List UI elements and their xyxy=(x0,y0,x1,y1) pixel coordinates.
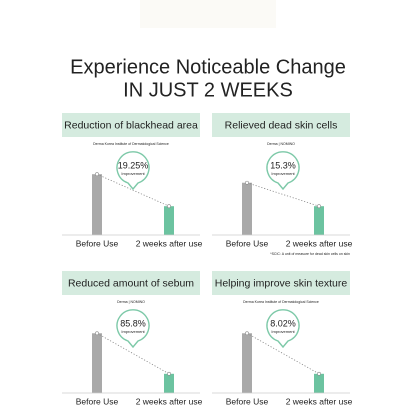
chart-panel: Relieved dead skin cells Derma | NOMINO Be… xyxy=(212,113,353,256)
bar-top-dot xyxy=(245,180,249,185)
page-subtitle: IN JUST 2 WEEKS xyxy=(123,79,293,101)
panel-title: Helping improve skin texture xyxy=(215,277,348,289)
page-title: Experience Noticeable Change xyxy=(70,56,346,78)
panel-title: Relieved dead skin cells xyxy=(225,119,338,131)
source-note: Derma | NOMINO xyxy=(267,142,295,146)
trend-line xyxy=(246,182,320,207)
bar xyxy=(314,206,324,235)
x-tick-label: Before Use xyxy=(226,396,269,406)
bar-top-dot xyxy=(95,331,99,336)
bar-top-dot xyxy=(245,331,249,336)
x-tick-label: Before Use xyxy=(76,238,119,248)
badge xyxy=(266,151,300,191)
header-pill xyxy=(212,271,350,295)
bar-top-dot xyxy=(317,371,321,376)
badge xyxy=(116,151,150,191)
chart-panel: Reduced amount of sebum Derma | NOMINO Bef… xyxy=(62,271,203,406)
footnote: *SCIC: A unit of measure for dead skin c… xyxy=(270,252,350,256)
trend-line xyxy=(96,173,170,207)
x-tick-label: 2 weeks after use xyxy=(286,396,353,406)
bar-top-dot xyxy=(167,204,171,209)
badge-caption: Improvement xyxy=(121,171,145,176)
header-pill xyxy=(212,113,350,137)
x-tick-label: 2 weeks after use xyxy=(136,238,203,248)
badge-value: 8.02% xyxy=(270,318,296,328)
chart-panel: Reduction of blackhead area Derma Korea I… xyxy=(62,113,203,248)
badge-value: 15.3% xyxy=(270,160,296,170)
badge-value: 19.25% xyxy=(118,160,149,170)
bar-top-dot xyxy=(95,172,99,177)
bar xyxy=(314,373,324,393)
badge-caption: Improvement xyxy=(271,171,295,176)
bar xyxy=(164,206,174,235)
panel-title: Reduction of blackhead area xyxy=(64,119,198,131)
bar xyxy=(92,333,102,393)
header-pill xyxy=(62,271,200,295)
badge-caption: Improvement xyxy=(271,329,295,334)
top-band xyxy=(140,0,276,28)
bar-top-dot xyxy=(167,371,171,376)
x-tick-label: Before Use xyxy=(226,238,269,248)
bar xyxy=(164,373,174,393)
chart-panel: Helping improve skin texture Derma Korea … xyxy=(212,271,353,406)
x-tick-label: 2 weeks after use xyxy=(286,238,353,248)
source-note: Derma Korea Institute of Dermatological … xyxy=(93,142,169,146)
panel-title: Reduced amount of sebum xyxy=(68,277,194,289)
source-note: Derma | NOMINO xyxy=(117,300,145,304)
x-tick-label: Before Use xyxy=(76,396,119,406)
bar-top-dot xyxy=(317,204,321,209)
bar xyxy=(242,333,252,393)
bar xyxy=(92,174,102,235)
badge-value: 85.8% xyxy=(120,318,146,328)
x-tick-label: 2 weeks after use xyxy=(136,396,203,406)
source-note: Derma Korea Institute of Dermatological … xyxy=(243,300,319,304)
badge xyxy=(116,309,150,349)
bar xyxy=(242,182,252,235)
badge-caption: Improvement xyxy=(121,329,145,334)
header-pill xyxy=(62,113,200,137)
badge xyxy=(266,309,300,349)
